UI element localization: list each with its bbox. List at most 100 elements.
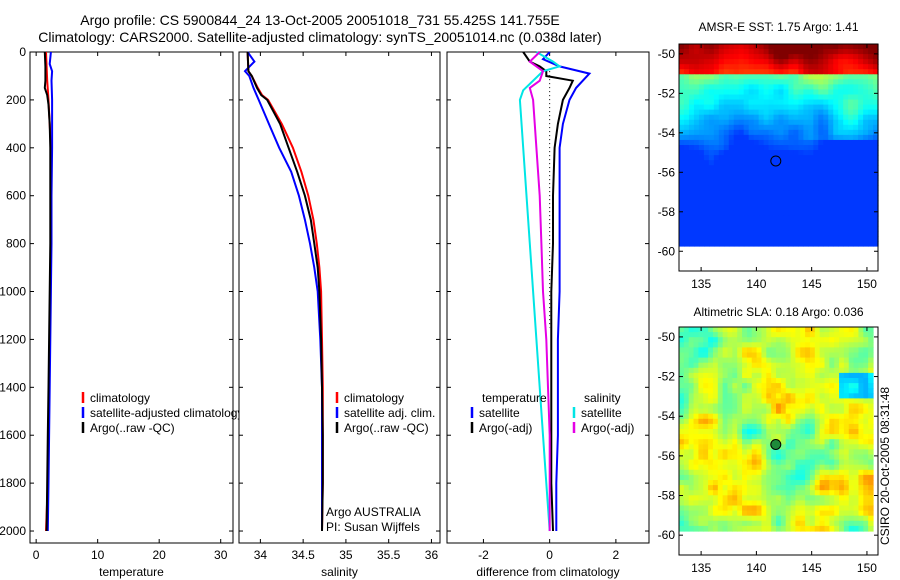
map-cell [858, 225, 864, 232]
map-cell [873, 200, 879, 207]
map-cell [708, 403, 714, 410]
map-cell [824, 500, 830, 507]
map-cell [722, 444, 729, 450]
map-cell [868, 59, 874, 65]
map-cell [819, 485, 826, 491]
map-cell [843, 134, 849, 141]
map-cell [688, 170, 695, 176]
map-cell [808, 84, 814, 91]
map-cell [858, 495, 864, 501]
map-cell [703, 464, 709, 471]
map-cell [732, 429, 738, 435]
map-cell [838, 69, 844, 75]
map-cell [766, 413, 772, 420]
map-cell [693, 418, 699, 425]
map-cell [683, 109, 690, 116]
map-cell [708, 459, 714, 466]
map-cell [773, 165, 780, 171]
map-cell [814, 413, 821, 420]
map-cell [809, 454, 816, 461]
map-cell [703, 485, 709, 491]
map-cell [693, 94, 700, 101]
map-cell [746, 454, 753, 461]
map-cell [708, 347, 714, 354]
map-cell [737, 469, 743, 476]
map-cell [788, 84, 795, 91]
map-cell [839, 474, 845, 481]
map-cell [853, 413, 860, 420]
map-cell [839, 388, 845, 394]
map-cell [738, 139, 745, 146]
map-cell [688, 347, 695, 354]
map-cell [843, 525, 850, 532]
map-cell [828, 104, 834, 111]
map-cell [713, 54, 720, 60]
map-cell [808, 114, 814, 121]
map-cell [868, 403, 874, 410]
map-cell [785, 408, 792, 415]
map-cell [688, 515, 695, 522]
map-cell [758, 134, 765, 141]
map-cell [737, 480, 743, 486]
map-cell [703, 59, 710, 65]
map-cell [829, 332, 835, 338]
map-cell [783, 230, 790, 237]
map-cell [693, 165, 700, 171]
map-cell [688, 393, 695, 399]
map-cell [766, 398, 772, 405]
map-title: Altimetric SLA: 0.18 Argo: 0.036 [693, 305, 863, 319]
map-cell [743, 210, 750, 217]
map-cell [800, 474, 806, 481]
map-cell [693, 49, 700, 55]
map-cell [703, 195, 710, 202]
map-cell [683, 372, 690, 379]
map-cell [773, 160, 780, 166]
map-cell [808, 195, 814, 202]
map-cell [688, 134, 695, 141]
map-cell [839, 500, 845, 507]
map-cell [732, 413, 738, 420]
map-cell [763, 175, 770, 181]
map-cell [783, 205, 790, 212]
map-cell [753, 150, 760, 156]
map-cell [727, 515, 733, 522]
map-cell [776, 510, 782, 517]
map-cell [768, 220, 775, 227]
map-cell [809, 347, 816, 354]
map-cell [833, 180, 839, 186]
map-cell [813, 155, 819, 161]
map-cell [873, 79, 879, 85]
map-cell [698, 139, 705, 146]
map-cell [800, 423, 806, 430]
map-cell [809, 388, 816, 394]
map-cell [738, 170, 745, 176]
map-cell [771, 393, 777, 399]
map-cell [713, 134, 720, 141]
map-cell [828, 240, 834, 247]
map-cell [698, 165, 705, 171]
map-cell [790, 495, 796, 501]
map-cell [833, 79, 839, 85]
map-cell [679, 139, 685, 146]
map-cell [803, 49, 809, 55]
map-cell [737, 337, 743, 343]
map-cell [828, 225, 834, 232]
map-cell [776, 429, 782, 435]
map-cell [766, 352, 772, 359]
map-cell [703, 347, 709, 354]
map-cell [742, 347, 748, 354]
map-cell [838, 79, 844, 85]
map-cell [813, 54, 819, 60]
map-cell [733, 170, 740, 176]
map-cell [868, 347, 874, 354]
map-cell [863, 474, 869, 481]
map-cell [758, 160, 765, 166]
map-cell [763, 230, 770, 237]
map-cell [819, 423, 826, 430]
map-cell [732, 439, 738, 445]
map-cell [848, 139, 854, 146]
map-cell [788, 69, 795, 75]
map-cell [868, 205, 874, 212]
map-cell [761, 510, 767, 517]
map-cell [698, 439, 704, 445]
